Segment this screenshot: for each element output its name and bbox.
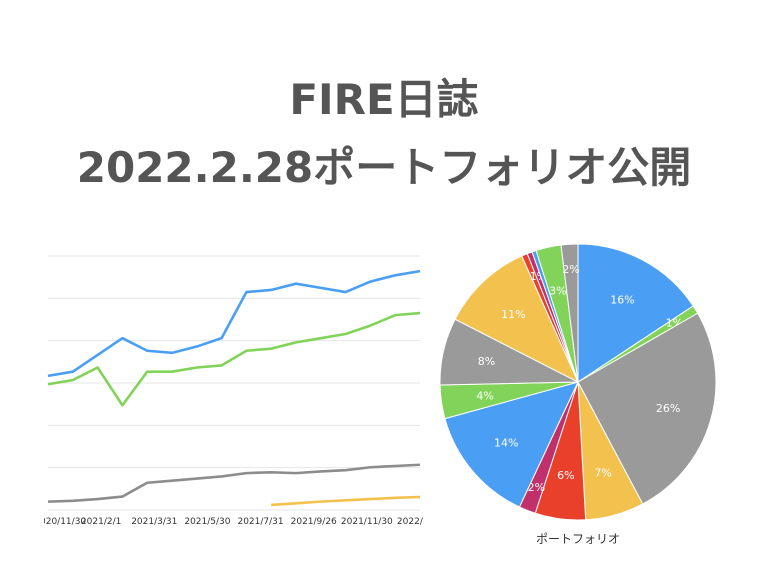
pie-slice [560, 243, 579, 383]
x-tick-label: 2021/2/1 [81, 517, 121, 527]
pie-slice-label: 26% [656, 402, 680, 415]
title-line-1: FIRE日誌 [289, 75, 479, 124]
pie-slice [454, 255, 580, 384]
title-line-2: 2022.2.28ポートフォリオ公開 [76, 143, 692, 192]
x-tick-label: 2021/11/30 [341, 517, 393, 527]
line-series-1 [47, 269, 421, 378]
pie-slice-label: 11% [501, 308, 525, 321]
pie-slice-label: 4% [476, 390, 493, 403]
x-tick-label: 2021/3/31 [131, 517, 177, 527]
pie-slice-label: 3% [549, 284, 566, 297]
pie-slice [577, 312, 717, 505]
x-tick-label: 020/11/30 [44, 517, 86, 527]
line-series-4 [271, 495, 421, 507]
pie-slice-label: 8% [478, 355, 495, 368]
pie-slice-label: 2% [528, 481, 545, 494]
pie-slice [577, 243, 694, 383]
pie-slice-label: 14% [494, 436, 518, 449]
pie-slice-label: 16% [610, 293, 634, 306]
pie-slice-label: 6% [557, 469, 574, 482]
x-tick-label: 2021/7/31 [237, 517, 283, 527]
pie-slice-label: 7% [594, 466, 611, 479]
pie-caption: ポートフォリオ [536, 532, 621, 546]
line-series-2 [47, 311, 421, 407]
pie-slice-label: 2% [562, 263, 579, 276]
pie-chart: 16%1%26%7%6%2%14%4%8%11%1%3%2% [439, 243, 717, 521]
pie-slice [444, 381, 579, 508]
x-tick-label: 2021/5/30 [184, 517, 230, 527]
x-tick-label: 2022/1/31 [397, 517, 424, 527]
line-series-3 [47, 463, 421, 503]
x-tick-label: 2021/9/26 [291, 517, 337, 527]
